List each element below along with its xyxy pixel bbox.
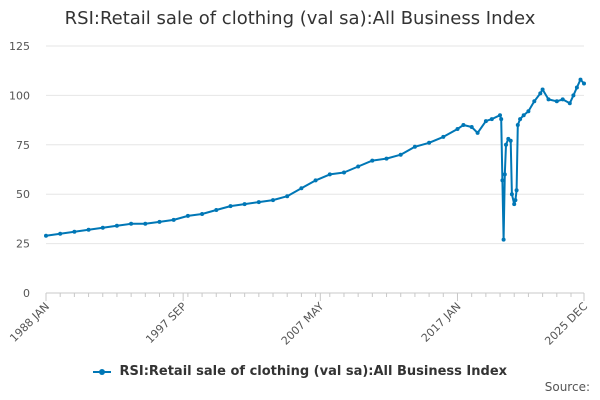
data-point <box>498 113 502 118</box>
data-point <box>200 212 205 216</box>
data-point <box>512 202 517 207</box>
data-point <box>412 144 417 149</box>
y-tick-label: 0 <box>23 287 30 300</box>
x-tick-label: 2017 JAN <box>419 300 464 345</box>
y-tick-label: 75 <box>16 139 30 152</box>
data-point <box>114 223 119 228</box>
data-point <box>582 81 586 86</box>
data-point <box>157 219 162 224</box>
legend-entry-label: RSI:Retail sale of clothing (val sa):All… <box>119 364 508 379</box>
data-point <box>256 200 261 205</box>
data-point <box>538 91 543 96</box>
data-point <box>509 192 514 197</box>
data-point <box>100 225 105 230</box>
data-point <box>441 134 446 139</box>
x-tick-label: 1997 SEP <box>143 300 189 346</box>
data-point <box>143 221 148 226</box>
data-point <box>500 178 505 183</box>
series-line-0 <box>45 78 585 241</box>
data-point <box>475 130 480 135</box>
data-point <box>560 97 565 102</box>
data-point <box>554 99 559 104</box>
chart-title: RSI:Retail sale of clothing (val sa):All… <box>64 8 536 29</box>
data-point <box>574 85 579 90</box>
data-point <box>567 101 572 106</box>
data-point <box>185 213 190 218</box>
data-point <box>515 123 520 127</box>
data-point <box>398 152 403 157</box>
y-tick-label: 100 <box>9 89 30 102</box>
data-point <box>526 109 531 114</box>
x-tick-label: 2007 MAY <box>279 300 327 348</box>
y-tick-label: 25 <box>16 238 30 251</box>
data-point <box>271 198 275 203</box>
data-point <box>384 156 389 161</box>
data-point <box>578 77 583 82</box>
data-point <box>521 113 526 118</box>
data-point <box>489 117 494 122</box>
data-point <box>483 119 488 124</box>
data-point <box>72 229 77 234</box>
data-point <box>571 93 576 98</box>
data-point <box>546 97 551 102</box>
data-point <box>171 217 176 222</box>
data-point <box>129 221 134 226</box>
data-point <box>242 202 247 207</box>
data-point <box>427 140 432 145</box>
data-point <box>214 208 219 212</box>
data-point <box>540 87 545 92</box>
data-point <box>518 117 523 122</box>
y-tick-label: 50 <box>16 188 30 201</box>
chart-legend[interactable]: RSI:Retail sale of clothing (val sa):All… <box>0 364 600 379</box>
data-point <box>499 117 504 122</box>
data-point <box>228 204 233 209</box>
data-point <box>514 188 519 193</box>
data-point <box>327 172 332 177</box>
data-point <box>86 227 91 232</box>
source-label: Source: <box>544 380 590 394</box>
data-point <box>469 125 474 129</box>
x-tick-label: 1988 JAN <box>7 300 52 345</box>
data-point <box>532 99 537 104</box>
data-point <box>44 233 48 238</box>
data-point <box>501 237 506 242</box>
data-point <box>508 138 513 143</box>
data-point <box>356 164 361 169</box>
data-point <box>461 123 466 127</box>
data-point <box>299 186 304 191</box>
legend-line-marker-icon <box>92 368 111 375</box>
data-point <box>502 172 507 177</box>
data-point <box>313 178 318 183</box>
data-point <box>58 231 63 236</box>
data-point <box>285 194 290 199</box>
y-tick-label: 125 <box>9 40 30 53</box>
data-point <box>504 142 508 147</box>
data-point <box>455 127 460 131</box>
data-point <box>370 158 375 163</box>
data-point <box>513 198 518 203</box>
x-tick-label: 2025 DEC <box>542 300 590 348</box>
data-point <box>342 170 346 175</box>
